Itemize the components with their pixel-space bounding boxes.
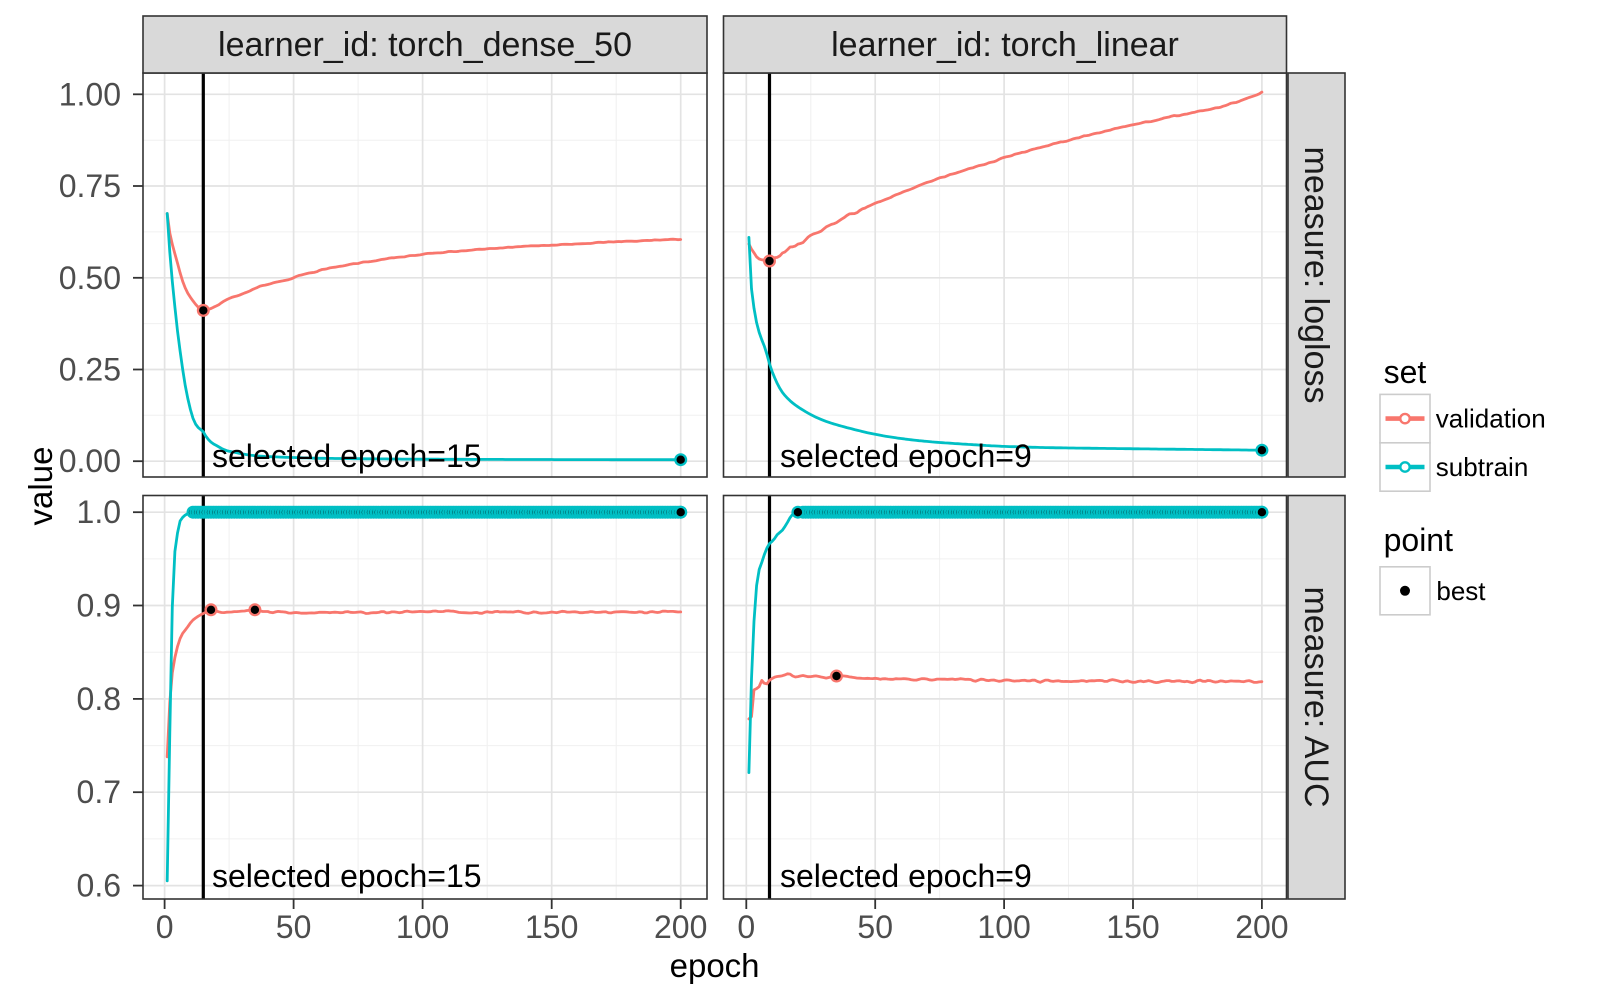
svg-text:1.0: 1.0	[77, 494, 121, 530]
svg-text:learner_id: torch_linear: learner_id: torch_linear	[831, 26, 1179, 64]
svg-text:0: 0	[737, 909, 755, 945]
svg-text:200: 200	[1235, 909, 1288, 945]
svg-text:0: 0	[156, 909, 174, 945]
svg-text:point: point	[1384, 522, 1454, 558]
svg-text:set: set	[1384, 354, 1427, 390]
svg-text:epoch: epoch	[670, 947, 760, 984]
svg-text:150: 150	[525, 909, 578, 945]
svg-text:0.25: 0.25	[59, 352, 121, 388]
svg-text:value: value	[22, 447, 59, 526]
svg-text:0.75: 0.75	[59, 168, 121, 204]
svg-text:measure: AUC: measure: AUC	[1297, 586, 1335, 807]
svg-text:selected epoch=15: selected epoch=15	[212, 438, 482, 474]
svg-text:200: 200	[654, 909, 707, 945]
svg-text:validation: validation	[1436, 404, 1546, 434]
svg-text:150: 150	[1106, 909, 1159, 945]
svg-text:1.00: 1.00	[59, 76, 121, 112]
svg-text:best: best	[1436, 576, 1486, 606]
svg-text:100: 100	[396, 909, 449, 945]
svg-text:selected epoch=9: selected epoch=9	[780, 438, 1032, 474]
svg-text:100: 100	[977, 909, 1030, 945]
svg-text:50: 50	[857, 909, 893, 945]
svg-text:0.50: 0.50	[59, 260, 121, 296]
svg-text:0.9: 0.9	[77, 588, 121, 624]
svg-text:measure: logloss: measure: logloss	[1297, 146, 1335, 403]
svg-text:selected epoch=9: selected epoch=9	[780, 858, 1032, 894]
svg-text:0.00: 0.00	[59, 443, 121, 479]
svg-text:0.7: 0.7	[77, 774, 121, 810]
svg-text:selected epoch=15: selected epoch=15	[212, 858, 482, 894]
svg-text:subtrain: subtrain	[1436, 452, 1529, 482]
svg-text:0.6: 0.6	[77, 868, 121, 904]
svg-text:50: 50	[276, 909, 312, 945]
svg-text:learner_id: torch_dense_50: learner_id: torch_dense_50	[218, 26, 632, 64]
svg-text:0.8: 0.8	[77, 681, 121, 717]
